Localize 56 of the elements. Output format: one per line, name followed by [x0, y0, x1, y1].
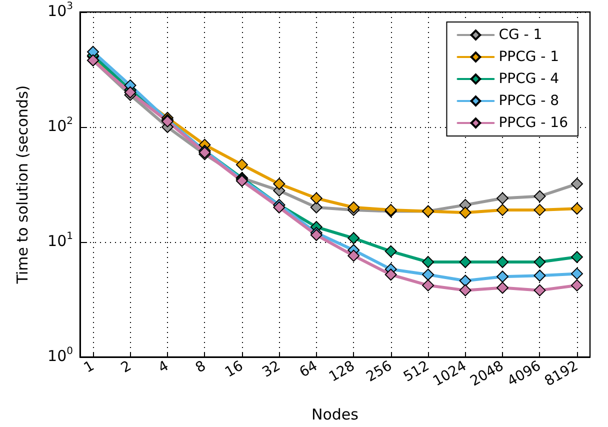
y-tick-label: 10$^{0}$: [48, 346, 73, 365]
point: [459, 206, 472, 219]
point: [310, 192, 322, 204]
point: [496, 192, 509, 204]
x-tick-label: 4: [156, 358, 172, 376]
point: [459, 274, 472, 287]
point: [570, 279, 583, 292]
point: [348, 201, 360, 214]
point: [570, 268, 583, 280]
point: [348, 232, 360, 244]
point: [570, 202, 583, 215]
y-tick-label: 10$^{3}$: [48, 1, 73, 20]
x-tick-label: 32: [260, 358, 284, 381]
point: [384, 268, 397, 281]
point: [459, 284, 472, 296]
x-axis-title: Nodes: [312, 406, 359, 424]
point: [534, 190, 546, 202]
point: [124, 86, 136, 98]
y-tick-label: 10$^{1}$: [48, 231, 73, 250]
legend-label: CG - 1: [498, 27, 542, 43]
point: [310, 201, 322, 214]
point: [422, 268, 434, 281]
legend-label: PPCG - 16: [498, 115, 568, 131]
point: [422, 256, 434, 268]
point: [496, 270, 509, 283]
x-tick-label: 1: [81, 358, 98, 376]
y-axis-title: Time to solution (seconds): [14, 85, 32, 285]
point: [534, 256, 546, 268]
legend-label: PPCG - 8: [498, 93, 560, 109]
point: [459, 256, 472, 268]
x-tick-label: 256: [364, 358, 395, 386]
legend-label: PPCG - 4: [498, 71, 560, 87]
point: [534, 270, 546, 282]
point: [534, 284, 546, 296]
x-tick-label: 512: [400, 358, 432, 386]
x-tick-label: 4096: [504, 358, 544, 390]
point: [422, 279, 434, 292]
point: [496, 282, 509, 294]
point: [570, 251, 583, 264]
legend-label: PPCG - 1: [498, 49, 560, 65]
point: [273, 178, 286, 190]
x-tick-label: 8: [192, 358, 209, 376]
x-tick-label: 16: [222, 358, 246, 381]
point: [348, 250, 360, 262]
point: [384, 245, 397, 258]
point: [273, 201, 286, 214]
x-tick-label: 128: [326, 358, 358, 386]
point: [236, 158, 248, 171]
point: [310, 229, 322, 242]
x-tick-label: 64: [296, 358, 320, 381]
x-tick-label: 2: [118, 358, 134, 376]
point: [496, 256, 509, 268]
point: [570, 178, 583, 190]
point: [534, 204, 546, 216]
y-tick-label: 10$^{2}$: [48, 116, 73, 135]
point: [496, 204, 509, 216]
